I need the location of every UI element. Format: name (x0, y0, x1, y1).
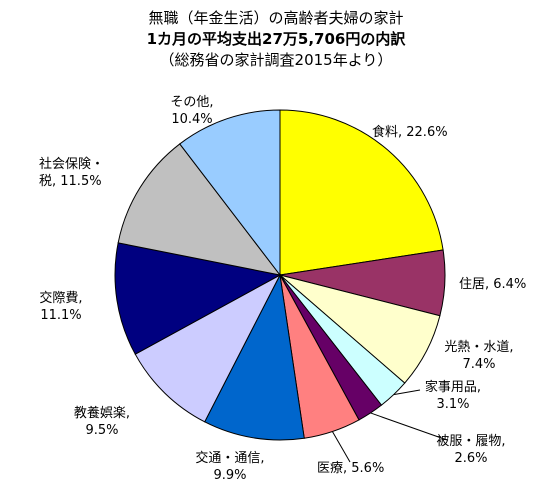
label-medical: 医療, 5.6% (317, 461, 385, 476)
label-other: その他, 10.4% (156, 94, 228, 128)
label-social-insurance-line-1: 社会保険・ (39, 157, 105, 172)
label-transport: 交通・通信, 9.9% (183, 450, 277, 484)
label-transport-line-1: 交通・通信, (195, 451, 265, 466)
label-household-goods-line-1: 家事用品, (424, 380, 482, 395)
label-clothing-line-1: 被服・履物, (436, 434, 506, 449)
leader-line-3 (393, 389, 421, 396)
pie-slice-6 (204, 273, 305, 441)
label-social-insurance-line-2: 税, 11.5% (39, 174, 102, 189)
pie-slice-0 (279, 109, 444, 276)
label-utilities: 光熱・水道, 7.4% (431, 339, 527, 373)
label-household-goods-line-2: 3.1% (436, 397, 470, 412)
label-housing: 住居, 6.4% (459, 277, 527, 292)
chart-title-line-2: 1カ月の平均支出27万5,706円の内訳 (146, 30, 406, 48)
label-other-line-2: 10.4% (171, 112, 213, 127)
label-culture-line-2: 9.5% (85, 423, 119, 438)
pie-slice-9 (117, 143, 282, 276)
label-food: 食料, 22.6% (372, 125, 448, 140)
label-clothing: 被服・履物, 2.6% (421, 433, 521, 467)
leader-line-4 (370, 412, 448, 441)
label-culture: 教養娯楽, 9.5% (60, 405, 144, 439)
chart-title-line-3: （総務省の家計調査2015年より） (159, 51, 393, 69)
label-utilities-line-2: 7.4% (462, 357, 496, 372)
pie-slice-7 (134, 273, 282, 423)
label-social-insurance: 社会保険・ 税, 11.5% (39, 156, 104, 190)
label-culture-line-1: 教養娯楽, (73, 406, 131, 421)
label-other-line-1: その他, (170, 95, 214, 110)
leader-line-5 (331, 431, 351, 463)
label-household-goods: 家事用品, 3.1% (408, 379, 498, 413)
chart-title-line-1: 無職（年金生活）の高齢者夫婦の家計 (148, 9, 404, 27)
label-clothing-line-2: 2.6% (454, 451, 488, 466)
label-social: 交際費, 11.1% (26, 290, 96, 324)
label-utilities-line-1: 光熱・水道, (444, 340, 514, 355)
label-social-line-1: 交際費, (39, 291, 83, 306)
pie-slice-8 (114, 242, 282, 355)
label-social-line-2: 11.1% (40, 308, 82, 323)
pie-slice-10 (179, 109, 281, 277)
label-transport-line-2: 9.9% (213, 468, 247, 483)
